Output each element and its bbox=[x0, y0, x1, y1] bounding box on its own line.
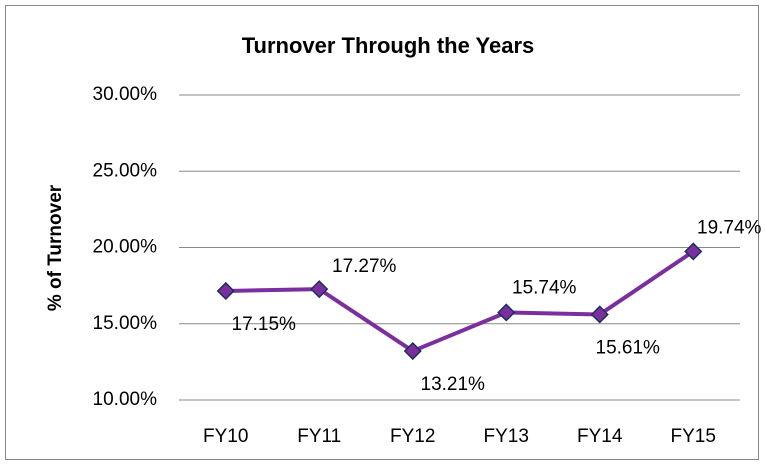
data-marker bbox=[497, 303, 516, 322]
x-tick-label: FY11 bbox=[297, 426, 341, 447]
x-tick-label: FY14 bbox=[577, 426, 623, 447]
y-axis-label: % of Turnover bbox=[45, 184, 66, 311]
y-tick-label: 20.00% bbox=[93, 237, 158, 258]
data-marker bbox=[590, 305, 609, 324]
y-tick-label: 25.00% bbox=[93, 160, 158, 181]
data-label: 17.27% bbox=[332, 256, 397, 277]
data-label: 15.61% bbox=[596, 337, 661, 358]
data-label: 19.74% bbox=[697, 217, 762, 238]
chart-border bbox=[5, 5, 759, 460]
data-marker bbox=[216, 281, 235, 301]
data-label: 17.15% bbox=[232, 314, 297, 335]
x-tick-label: FY10 bbox=[203, 426, 248, 447]
chart-title: Turnover Through the Years bbox=[242, 33, 535, 58]
data-marker bbox=[310, 280, 329, 299]
data-label: 15.74% bbox=[512, 277, 577, 298]
data-label: 13.21% bbox=[421, 374, 486, 395]
x-tick-label: FY12 bbox=[390, 426, 435, 447]
y-tick-label: 15.00% bbox=[93, 313, 158, 334]
data-marker bbox=[403, 341, 422, 361]
data-marker bbox=[684, 242, 703, 261]
x-tick-label: FY15 bbox=[671, 426, 716, 447]
y-tick-label: 30.00% bbox=[93, 84, 158, 105]
x-tick-label: FY13 bbox=[484, 426, 529, 447]
y-tick-label: 10.00% bbox=[93, 389, 158, 410]
data-line bbox=[225, 249, 695, 354]
